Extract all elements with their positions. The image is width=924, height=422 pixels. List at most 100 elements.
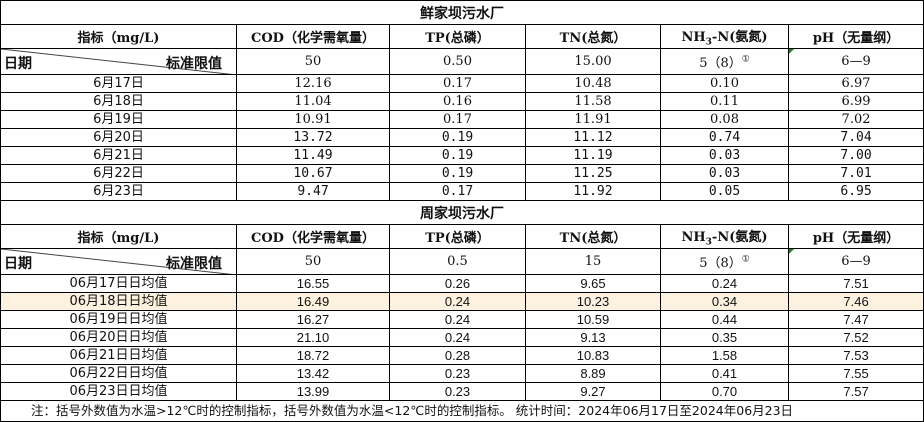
standard-ph: 6—9 [787,248,924,275]
nh3-cell: 0.08 [660,110,789,129]
standard-label: 标准限值 [166,56,222,72]
header-cod: COD（化学需氧量） [236,24,390,49]
tn-cell: 11.19 [525,146,661,165]
cod-cell: 10.91 [236,110,390,129]
ph-cell: 6.97 [787,74,924,93]
standard-cod: 50 [236,248,390,275]
standard-nh3: 5（8）① [660,48,789,75]
date-cell: 6月21日 [0,146,237,165]
standard-nh3-value: 5（8） [699,256,742,271]
cod-cell: 11.49 [236,146,390,165]
tp-cell: 0.23 [389,364,526,383]
standard-tn: 15 [525,248,661,275]
ph-cell: 7.04 [787,128,924,147]
header-tp: TP(总磷） [389,224,526,249]
tn-cell: 10.48 [525,74,661,93]
comment-indicator-icon [789,49,794,54]
table-row: 6月19日 10.91 0.17 11.91 0.08 7.02 [0,110,924,129]
tp-cell: 0.19 [389,128,526,147]
standard-tn: 15.00 [525,48,661,75]
nh3-label-suffix: -N(氨氮) [711,29,768,45]
tp-cell: 0.26 [389,274,526,293]
header-row: 指标（mg/L) COD（化学需氧量） TP(总磷） TN(总氮） NH3-N(氨氮)… [0,24,924,49]
cod-cell: 13.42 [236,364,390,383]
tn-cell: 11.92 [525,182,661,201]
header-tn: TN(总氮） [525,224,661,249]
standard-ph-value: 6—9 [841,54,871,69]
cod-cell: 16.49 [236,292,390,311]
ph-cell: 6.95 [787,182,924,201]
standard-row: 日期 标准限值 50 0.5 15 5（8）① 6—9 [0,248,924,275]
nh3-cell: 0.70 [660,382,789,401]
tn-cell: 9.27 [525,382,661,401]
nh3-cell: 0.24 [660,274,789,293]
comment-indicator-icon [789,249,794,254]
table-row: 06月17日日均值 16.55 0.26 9.65 0.24 7.51 [0,274,924,293]
standard-ph-value: 6—9 [841,254,871,269]
tn-cell: 8.89 [525,364,661,383]
date-cell: 06月20日日均值 [0,328,237,347]
date-label: 日期 [4,56,32,72]
water-quality-report: 鲜家坝污水厂 指标（mg/L) COD（化学需氧量） TP(总磷） TN(总氮） NH3… [0,0,924,401]
tp-cell: 0.24 [389,292,526,311]
footnote-marker: ① [741,54,750,65]
cod-cell: 16.27 [236,310,390,329]
tn-cell: 10.83 [525,346,661,365]
nh3-label: NH [681,29,706,45]
tn-cell: 10.23 [525,292,661,311]
tp-cell: 0.17 [389,110,526,129]
table-row: 06月21日日均值 18.72 0.28 10.83 1.58 7.53 [0,346,924,365]
tp-cell: 0.28 [389,346,526,365]
table-row: 6月17日 12.16 0.17 10.48 0.10 6.97 [0,74,924,93]
table-row: 6月20日 13.72 0.19 11.12 0.74 7.04 [0,128,924,147]
ph-cell: 6.99 [787,92,924,111]
header-tn: TN(总氮） [525,24,661,49]
table-row: 06月22日日均值 13.42 0.23 8.89 0.41 7.55 [0,364,924,383]
header-nh3: NH3-N(氨氮) [660,224,789,249]
date-cell: 06月18日日均值 [0,292,237,311]
cod-cell: 10.67 [236,164,390,183]
ph-cell: 7.57 [787,382,924,401]
plant-title-row: 鲜家坝污水厂 [0,0,924,25]
header-indicator: 指标（mg/L) [0,24,237,49]
plant-table-0: 鲜家坝污水厂 指标（mg/L) COD（化学需氧量） TP(总磷） TN(总氮） NH3… [0,0,924,201]
tp-cell: 0.24 [389,310,526,329]
standard-nh3: 5（8）① [660,248,789,275]
ph-cell: 7.47 [787,310,924,329]
date-cell: 06月21日日均值 [0,346,237,365]
date-cell: 06月23日日均值 [0,382,237,401]
tn-cell: 9.65 [525,274,661,293]
standard-tp: 0.5 [389,248,526,275]
nh3-cell: 0.41 [660,364,789,383]
tp-cell: 0.17 [389,182,526,201]
cod-cell: 9.47 [236,182,390,201]
diagonal-line [1,49,228,74]
date-cell: 06月17日日均值 [0,274,237,293]
tp-cell: 0.19 [389,164,526,183]
ph-cell: 7.52 [787,328,924,347]
standard-row: 日期 标准限值 50 0.50 15.00 5（8）① 6—9 [0,48,924,75]
cod-cell: 12.16 [236,74,390,93]
table-row: 06月18日日均值 16.49 0.24 10.23 0.34 7.46 [0,292,924,311]
header-row: 指标（mg/L) COD（化学需氧量） TP(总磷） TN(总氮） NH3-N(氨氮)… [0,224,924,249]
ph-cell: 7.53 [787,346,924,365]
table-row: 6月21日 11.49 0.19 11.19 0.03 7.00 [0,146,924,165]
ph-cell: 7.00 [787,146,924,165]
header-nh3: NH3-N(氨氮) [660,24,789,49]
plant-title-row: 周家坝污水厂 [0,200,924,225]
nh3-label-suffix: -N(氨氮) [711,229,768,245]
nh3-cell: 1.58 [660,346,789,365]
header-cod: COD（化学需氧量） [236,224,390,249]
table-row: 06月19日日均值 16.27 0.24 10.59 0.44 7.47 [0,310,924,329]
cod-cell: 11.04 [236,92,390,111]
header-tp: TP(总磷） [389,24,526,49]
table-row: 6月23日 9.47 0.17 11.92 0.05 6.95 [0,182,924,201]
date-cell: 6月18日 [0,92,237,111]
tp-cell: 0.16 [389,92,526,111]
tp-cell: 0.24 [389,328,526,347]
tp-cell: 0.19 [389,146,526,165]
ph-cell: 7.01 [787,164,924,183]
date-cell: 06月19日日均值 [0,310,237,329]
plant-table-1: 周家坝污水厂 指标（mg/L) COD（化学需氧量） TP(总磷） TN(总氮） NH3… [0,200,924,401]
nh3-cell: 0.74 [660,128,789,147]
